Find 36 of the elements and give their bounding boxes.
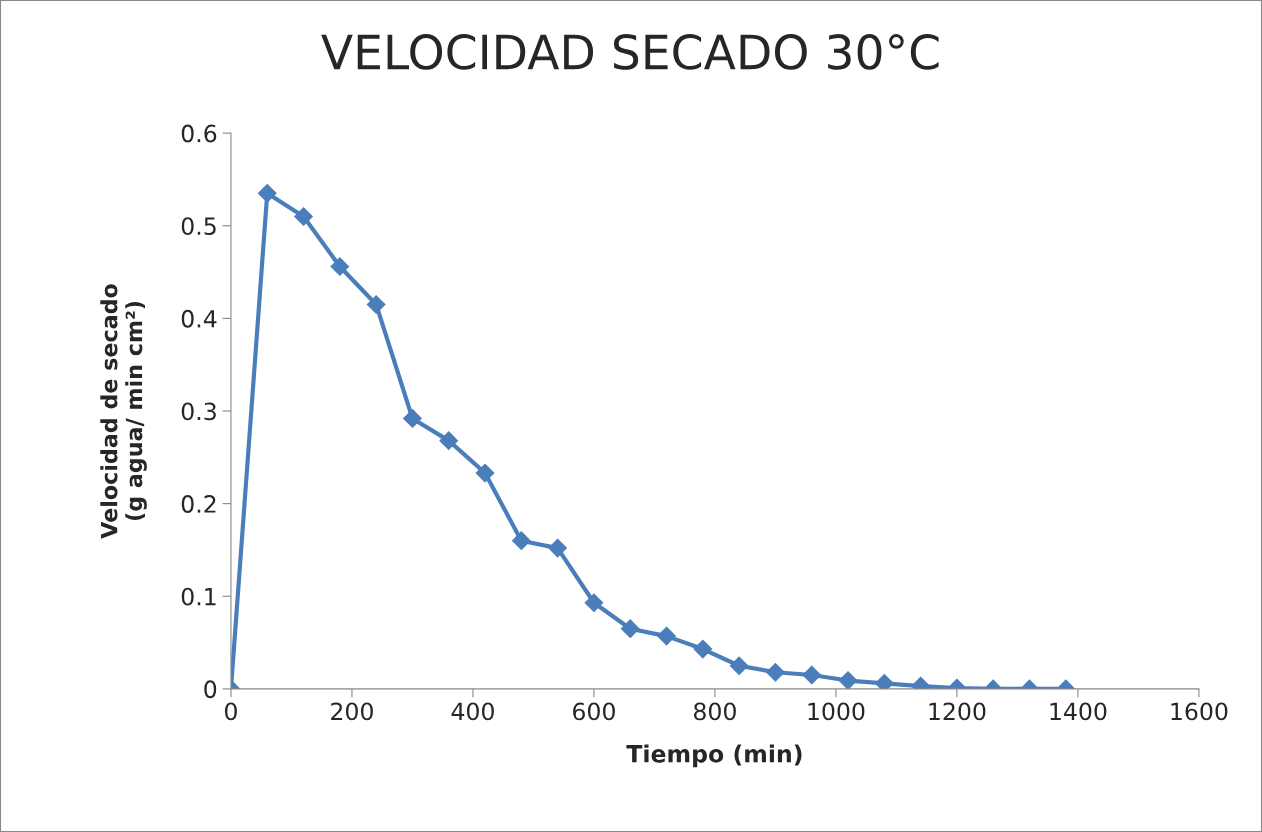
y-tick-label: 0 bbox=[204, 680, 217, 699]
x-tick-label: 1000 bbox=[808, 702, 865, 721]
point bbox=[294, 207, 313, 226]
point bbox=[257, 183, 277, 203]
x-tick-label: 600 bbox=[573, 702, 615, 721]
x-tick-label: 1600 bbox=[1171, 702, 1228, 721]
point bbox=[548, 538, 567, 558]
y-tick-label: 0.5 bbox=[181, 217, 216, 236]
point bbox=[693, 639, 713, 659]
point bbox=[511, 531, 531, 551]
y-tick-label: 0.3 bbox=[181, 402, 216, 421]
y-tick-label: 0.4 bbox=[181, 309, 217, 328]
x-tick-label: 0 bbox=[224, 702, 237, 721]
chart-title: VELOCIDAD SECADO 30°C bbox=[321, 34, 939, 70]
point bbox=[657, 626, 676, 646]
x-tick-label: 800 bbox=[693, 702, 736, 721]
x-tick-label: 400 bbox=[451, 702, 494, 721]
point bbox=[403, 409, 422, 428]
point bbox=[729, 656, 749, 676]
point bbox=[439, 431, 459, 451]
x-tick-label: 200 bbox=[331, 702, 373, 721]
point bbox=[620, 619, 640, 639]
point bbox=[838, 671, 858, 689]
y-tick-label: 0.2 bbox=[181, 495, 216, 513]
point bbox=[330, 257, 350, 276]
y-tick-label: 0.1 bbox=[181, 587, 216, 606]
x-axis-title: Tiempo (min) bbox=[626, 744, 802, 768]
point bbox=[366, 295, 386, 314]
point bbox=[475, 463, 495, 483]
x-tick-label: 1400 bbox=[1050, 702, 1107, 721]
point bbox=[766, 662, 785, 682]
x-tick-label: 1200 bbox=[929, 702, 986, 721]
y-axis-title: Velocidad de secado (g agua/ min cm²) bbox=[100, 284, 147, 539]
point bbox=[584, 593, 604, 613]
y-tick-label: 0.6 bbox=[181, 124, 217, 143]
point bbox=[802, 665, 822, 685]
